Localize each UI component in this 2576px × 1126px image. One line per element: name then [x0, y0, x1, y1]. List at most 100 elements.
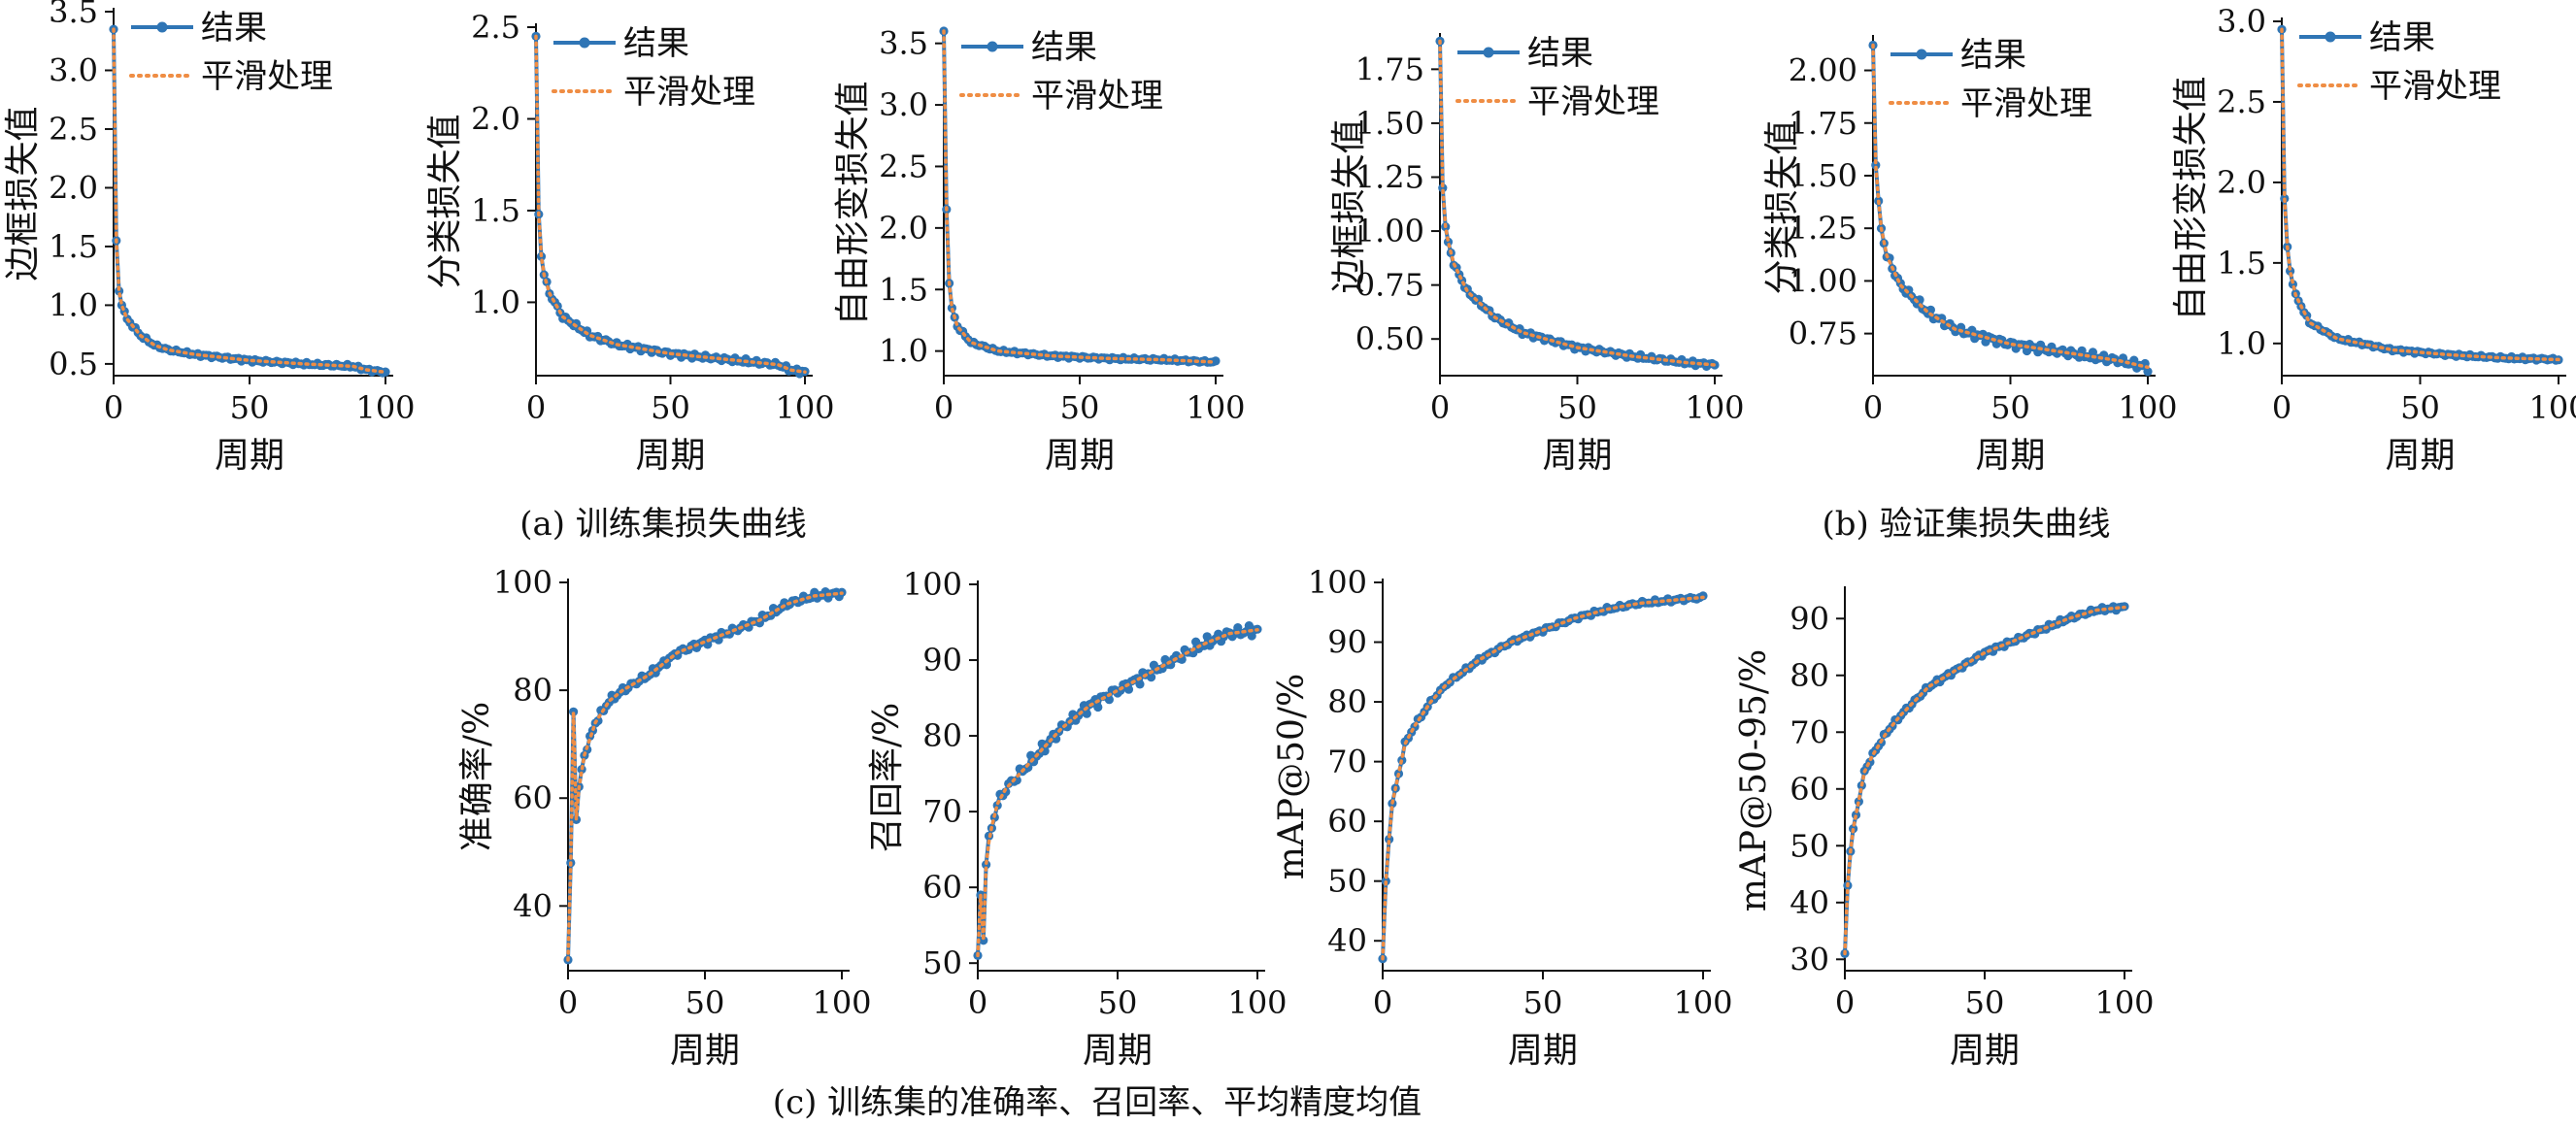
x-axis-label: 周期 [1950, 1031, 2020, 1071]
y-tick-label: 1.75 [1355, 50, 1424, 87]
data-point-result [1093, 702, 1103, 712]
y-tick-label: 1.5 [2217, 245, 2266, 282]
x-tick-label: 100 [1227, 984, 1287, 1021]
axis-lines [1844, 586, 2132, 972]
y-tick-label: 100 [903, 566, 962, 603]
data-point-result [1147, 673, 1156, 682]
y-tick-label: 0.75 [1789, 315, 1857, 352]
x-tick-label: 0 [1863, 389, 1883, 426]
y-axis-label: 召回率/% [867, 703, 907, 852]
y-tick-label: 50 [922, 944, 962, 981]
chart-panel-5: 0.75 1.00 1.25 1.50 1.75 2.00 0 50 100 周期 分类损失值 结果平… [1762, 35, 2178, 476]
x-tick-label: 100 [2094, 984, 2154, 1021]
data-point-result [1438, 183, 1448, 193]
x-axis-label: 周期 [1045, 436, 1115, 476]
legend-label-result: 结果 [1527, 34, 1593, 73]
y-tick-label: 2.0 [471, 100, 520, 137]
y-tick-label: 80 [1790, 657, 1829, 694]
y-tick-label: 70 [1790, 713, 1829, 750]
data-point-result [1871, 160, 1881, 170]
x-tick-label: 50 [2400, 389, 2440, 426]
x-tick-label: 0 [968, 984, 987, 1021]
y-tick-label: 2.0 [49, 169, 98, 206]
data-point-result [1233, 623, 1243, 633]
x-tick-label: 50 [1098, 984, 1138, 1021]
y-axis-label: mAP@50-95/% [1734, 649, 1774, 911]
y-tick-label: 30 [1790, 941, 1829, 977]
series-line-smooth [1381, 595, 1705, 961]
series-line-smooth [534, 34, 807, 374]
series-line-result [976, 623, 1258, 956]
x-axis-label: 周期 [635, 436, 705, 476]
chart-panel-9: 40 50 60 70 80 90 100 0 50 100 周期 mAP@50/% [1272, 564, 1733, 1071]
y-tick-label: 100 [493, 564, 552, 601]
y-tick-label: 3.5 [49, 0, 98, 30]
y-axis-label: 边框损失值 [1329, 118, 1369, 293]
y-axis-label: 分类损失值 [1762, 119, 1802, 294]
y-tick-label: 0.5 [49, 346, 98, 382]
legend-label-smooth: 平滑处理 [1527, 83, 1659, 121]
series-line-result [1381, 594, 1704, 959]
y-tick-label: 1.0 [879, 333, 928, 370]
data-point-result [2088, 348, 2097, 357]
y-tick-label: 1.25 [1355, 158, 1424, 195]
legend-marker-result [987, 41, 998, 52]
x-tick-label: 50 [1557, 389, 1597, 426]
legend-label-result: 结果 [623, 24, 689, 63]
data-point-result [1385, 835, 1394, 844]
x-tick-label: 100 [2118, 389, 2177, 426]
data-point-result [703, 640, 713, 649]
y-tick-label: 50 [1790, 827, 1829, 864]
y-tick-label: 3.0 [879, 86, 928, 123]
legend-marker-result [579, 37, 590, 49]
y-tick-label: 90 [1327, 624, 1367, 661]
x-tick-label: 100 [775, 389, 834, 426]
y-tick-label: 50 [1327, 863, 1367, 900]
axis-lines [1382, 579, 1711, 972]
y-tick-label: 3.0 [2217, 3, 2266, 40]
y-tick-label: 1.5 [471, 192, 520, 229]
series-line-smooth [1438, 39, 1717, 367]
y-tick-label: 60 [1327, 803, 1367, 840]
x-tick-label: 50 [686, 984, 725, 1021]
legend-marker-result [1916, 49, 1927, 60]
legend-label-smooth: 平滑处理 [201, 57, 333, 96]
y-tick-label: 1.5 [49, 228, 98, 265]
x-tick-label: 0 [2272, 389, 2292, 426]
y-tick-label: 3.5 [879, 25, 928, 62]
x-tick-label: 0 [526, 389, 546, 426]
y-tick-label: 60 [1790, 771, 1829, 808]
y-tick-label: 70 [922, 793, 962, 830]
data-point-result [1104, 695, 1114, 705]
y-tick-label: 1.0 [49, 286, 98, 323]
x-tick-label: 50 [230, 389, 270, 426]
y-tick-label: 1.5 [879, 271, 928, 308]
y-tick-label: 1.25 [1789, 210, 1857, 247]
x-tick-label: 100 [1673, 984, 1732, 1021]
y-tick-label: 1.75 [1789, 105, 1857, 142]
x-tick-label: 50 [1965, 984, 2005, 1021]
legend-label-smooth: 平滑处理 [1960, 84, 2092, 123]
series-line-smooth [112, 27, 387, 375]
x-tick-label: 50 [1060, 389, 1100, 426]
y-tick-label: 1.00 [1789, 262, 1857, 299]
y-tick-label: 40 [1790, 884, 1829, 921]
y-tick-label: 60 [513, 779, 552, 816]
caption-b: (b) 验证集损失曲线 [1822, 505, 2111, 544]
y-axis-label: mAP@50/% [1272, 674, 1312, 880]
legend-label-smooth: 平滑处理 [623, 73, 755, 112]
y-tick-label: 2.5 [2217, 83, 2266, 120]
data-point-result [381, 367, 390, 377]
x-tick-label: 0 [1373, 984, 1392, 1021]
y-tick-label: 2.5 [471, 9, 520, 46]
legend-marker-result [1483, 47, 1494, 58]
y-tick-label: 40 [513, 887, 552, 924]
y-tick-label: 2.5 [49, 111, 98, 148]
caption-a: (a) 训练集损失曲线 [519, 505, 807, 544]
y-tick-label: 0.50 [1355, 320, 1424, 357]
y-tick-label: 80 [1327, 683, 1367, 720]
y-axis-label: 自由形变损失值 [833, 81, 873, 325]
